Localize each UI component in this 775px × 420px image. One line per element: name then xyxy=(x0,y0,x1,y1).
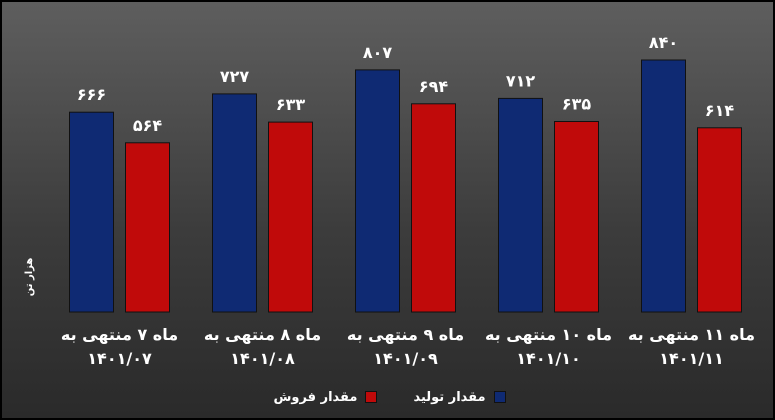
value-label-production-2: ۸۰۷ xyxy=(363,43,393,62)
value-label-sales-1: ۶۳۳ xyxy=(276,95,306,114)
category-label-2-line-1: ۱۴۰۱/۰۹ xyxy=(373,349,438,368)
y-axis-label: هزار تن xyxy=(24,258,35,297)
bar-sales-0 xyxy=(125,142,170,313)
category-label-0-line-1: ۱۴۰۱/۰۷ xyxy=(87,349,152,368)
value-labels-group: ۶۶۶ ۵۶۴ ۷۲۷ ۶۳۳ ۸۰۷ ۶۹۴ ۷۱۲ ۶۳۵ ۸۴۰ ۶۱۴ xyxy=(77,33,735,135)
category-label-2-line-0: ماه ۹ منتهی به xyxy=(347,325,464,344)
bar-sales-2 xyxy=(411,103,456,313)
bar-sales-1 xyxy=(268,121,313,313)
legend-label-production: مقدار تولید xyxy=(413,389,486,405)
legend: مقدار تولید مقدار فروش xyxy=(2,386,773,408)
value-label-production-1: ۷۲۷ xyxy=(220,67,250,86)
bar-production-1 xyxy=(212,93,257,313)
value-label-production-4: ۸۴۰ xyxy=(649,33,678,52)
category-label-4-line-1: ۱۴۰۱/۱۱ xyxy=(659,349,723,368)
category-label-1-line-0: ماه ۸ منتهی به xyxy=(204,325,321,344)
category-label-3-line-1: ۱۴۰۱/۱۰ xyxy=(516,349,580,368)
value-label-production-3: ۷۱۲ xyxy=(506,71,536,90)
category-label-3-line-0: ماه ۱۰ منتهی به xyxy=(485,325,612,344)
bar-production-3 xyxy=(498,97,543,313)
category-label-0-line-0: ماه ۷ منتهی به xyxy=(61,325,178,344)
bar-production-2 xyxy=(355,69,400,313)
value-label-production-0: ۶۶۶ xyxy=(77,85,106,104)
value-label-sales-2: ۶۹۴ xyxy=(419,77,449,96)
value-label-sales-3: ۶۳۵ xyxy=(562,95,592,114)
legend-item-sales: مقدار فروش xyxy=(273,389,378,405)
category-label-4-line-0: ماه ۱۱ منتهی به xyxy=(628,325,755,344)
value-label-sales-4: ۶۱۴ xyxy=(705,101,735,120)
legend-label-sales: مقدار فروش xyxy=(273,389,358,405)
bars-group xyxy=(69,59,742,313)
bar-sales-4 xyxy=(697,127,742,313)
category-label-1-line-1: ۱۴۰۱/۰۸ xyxy=(230,349,295,368)
category-labels-group: ماه ۷ منتهی به ۱۴۰۱/۰۷ ماه ۸ منتهی به ۱۴۰۱/… xyxy=(61,325,755,368)
bar-production-4 xyxy=(641,59,686,313)
bar-sales-3 xyxy=(554,121,599,313)
bar-production-0 xyxy=(69,111,114,313)
value-label-sales-0: ۵۶۴ xyxy=(133,116,163,135)
legend-item-production: مقدار تولید xyxy=(413,389,506,405)
legend-swatch-production xyxy=(493,391,506,403)
legend-swatch-sales xyxy=(365,391,378,403)
